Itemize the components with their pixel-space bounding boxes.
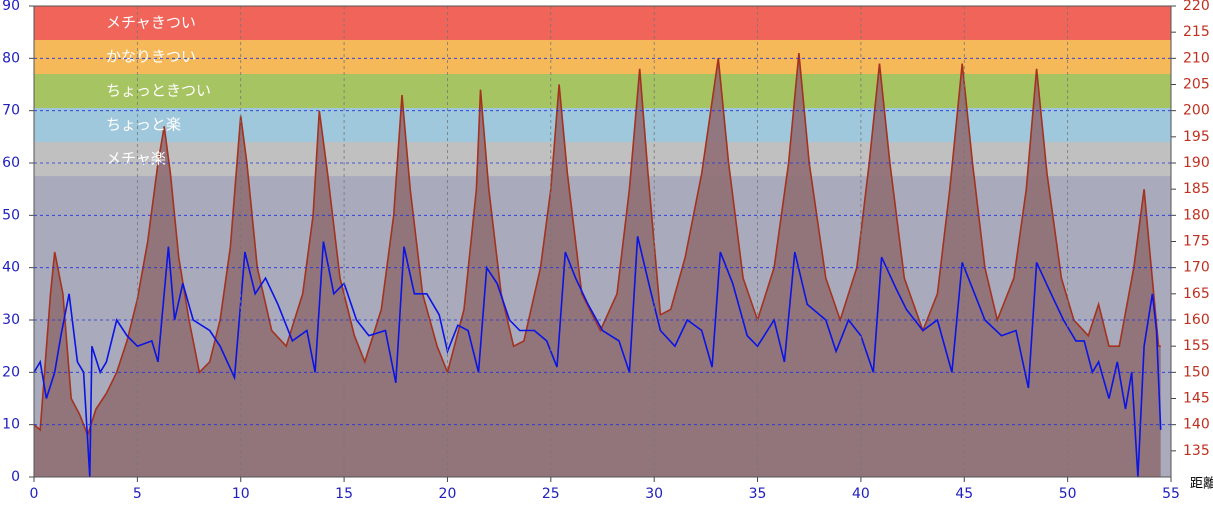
x-tick-label: 0: [30, 486, 39, 502]
x-tick-label: 35: [749, 486, 767, 502]
zone-label: ちょっと楽: [106, 116, 181, 134]
y2-tick-label: 210: [1183, 50, 1210, 66]
x-tick-label: 25: [542, 486, 560, 502]
y2-tick-label: 220: [1183, 0, 1210, 14]
y-tick-label: 40: [2, 260, 20, 276]
y-tick-label: 80: [2, 50, 20, 66]
x-tick-label: 50: [1059, 486, 1077, 502]
y2-tick-label: 150: [1183, 364, 1210, 380]
y2-tick-label: 145: [1183, 391, 1210, 407]
y2-tick-label: 155: [1183, 338, 1210, 354]
zone-label: かなりきつい: [106, 48, 196, 66]
x-tick-label: 20: [439, 486, 457, 502]
x-tick-label: 30: [645, 486, 663, 502]
x-tick-label: 45: [955, 486, 973, 502]
zone-band: [34, 142, 1171, 177]
y-tick-label: 90: [2, 0, 20, 14]
zone-band: [34, 6, 1171, 41]
y-tick-label: 10: [2, 417, 20, 433]
plot-frame: [33, 5, 1172, 478]
x-tick-label: 10: [232, 486, 250, 502]
y-tick-label: 30: [2, 312, 20, 328]
y2-tick-label: 170: [1183, 260, 1210, 276]
zone-band: [34, 74, 1171, 109]
y2-tick-label: 140: [1183, 417, 1210, 433]
zone-label: メチャきつい: [106, 14, 196, 32]
x-tick-label: 5: [133, 486, 142, 502]
y2-tick-label: 200: [1183, 103, 1210, 119]
x-tick-label: 15: [335, 486, 353, 502]
x-axis-label: 距離: [1190, 477, 1213, 492]
line: [33, 236, 1162, 478]
zone-band: [34, 108, 1171, 143]
y2-tick-label: 135: [1183, 443, 1210, 459]
y-tick-label: 20: [2, 364, 20, 380]
x-tick-label: 55: [1162, 486, 1180, 502]
y-tick-label: 0: [11, 469, 20, 485]
y2-tick-label: 185: [1183, 181, 1210, 197]
x-tick-label: 40: [852, 486, 870, 502]
y2-tick-label: 165: [1183, 286, 1210, 302]
y-tick-label: 70: [2, 103, 20, 119]
zone-band: [34, 40, 1171, 75]
zone-label: ちょっときつい: [106, 82, 211, 100]
y2-tick-label: 215: [1183, 24, 1210, 40]
zone-label: メチャ楽: [106, 150, 166, 168]
y2-tick-label: 190: [1183, 155, 1210, 171]
y2-tick-label: 175: [1183, 234, 1210, 250]
y-tick-label: 60: [2, 155, 20, 171]
y2-tick-label: 180: [1183, 207, 1210, 223]
y2-tick-label: 195: [1183, 129, 1210, 145]
y2-tick-label: 205: [1183, 77, 1210, 93]
y-tick-label: 50: [2, 207, 20, 223]
y2-tick-label: 160: [1183, 312, 1210, 328]
